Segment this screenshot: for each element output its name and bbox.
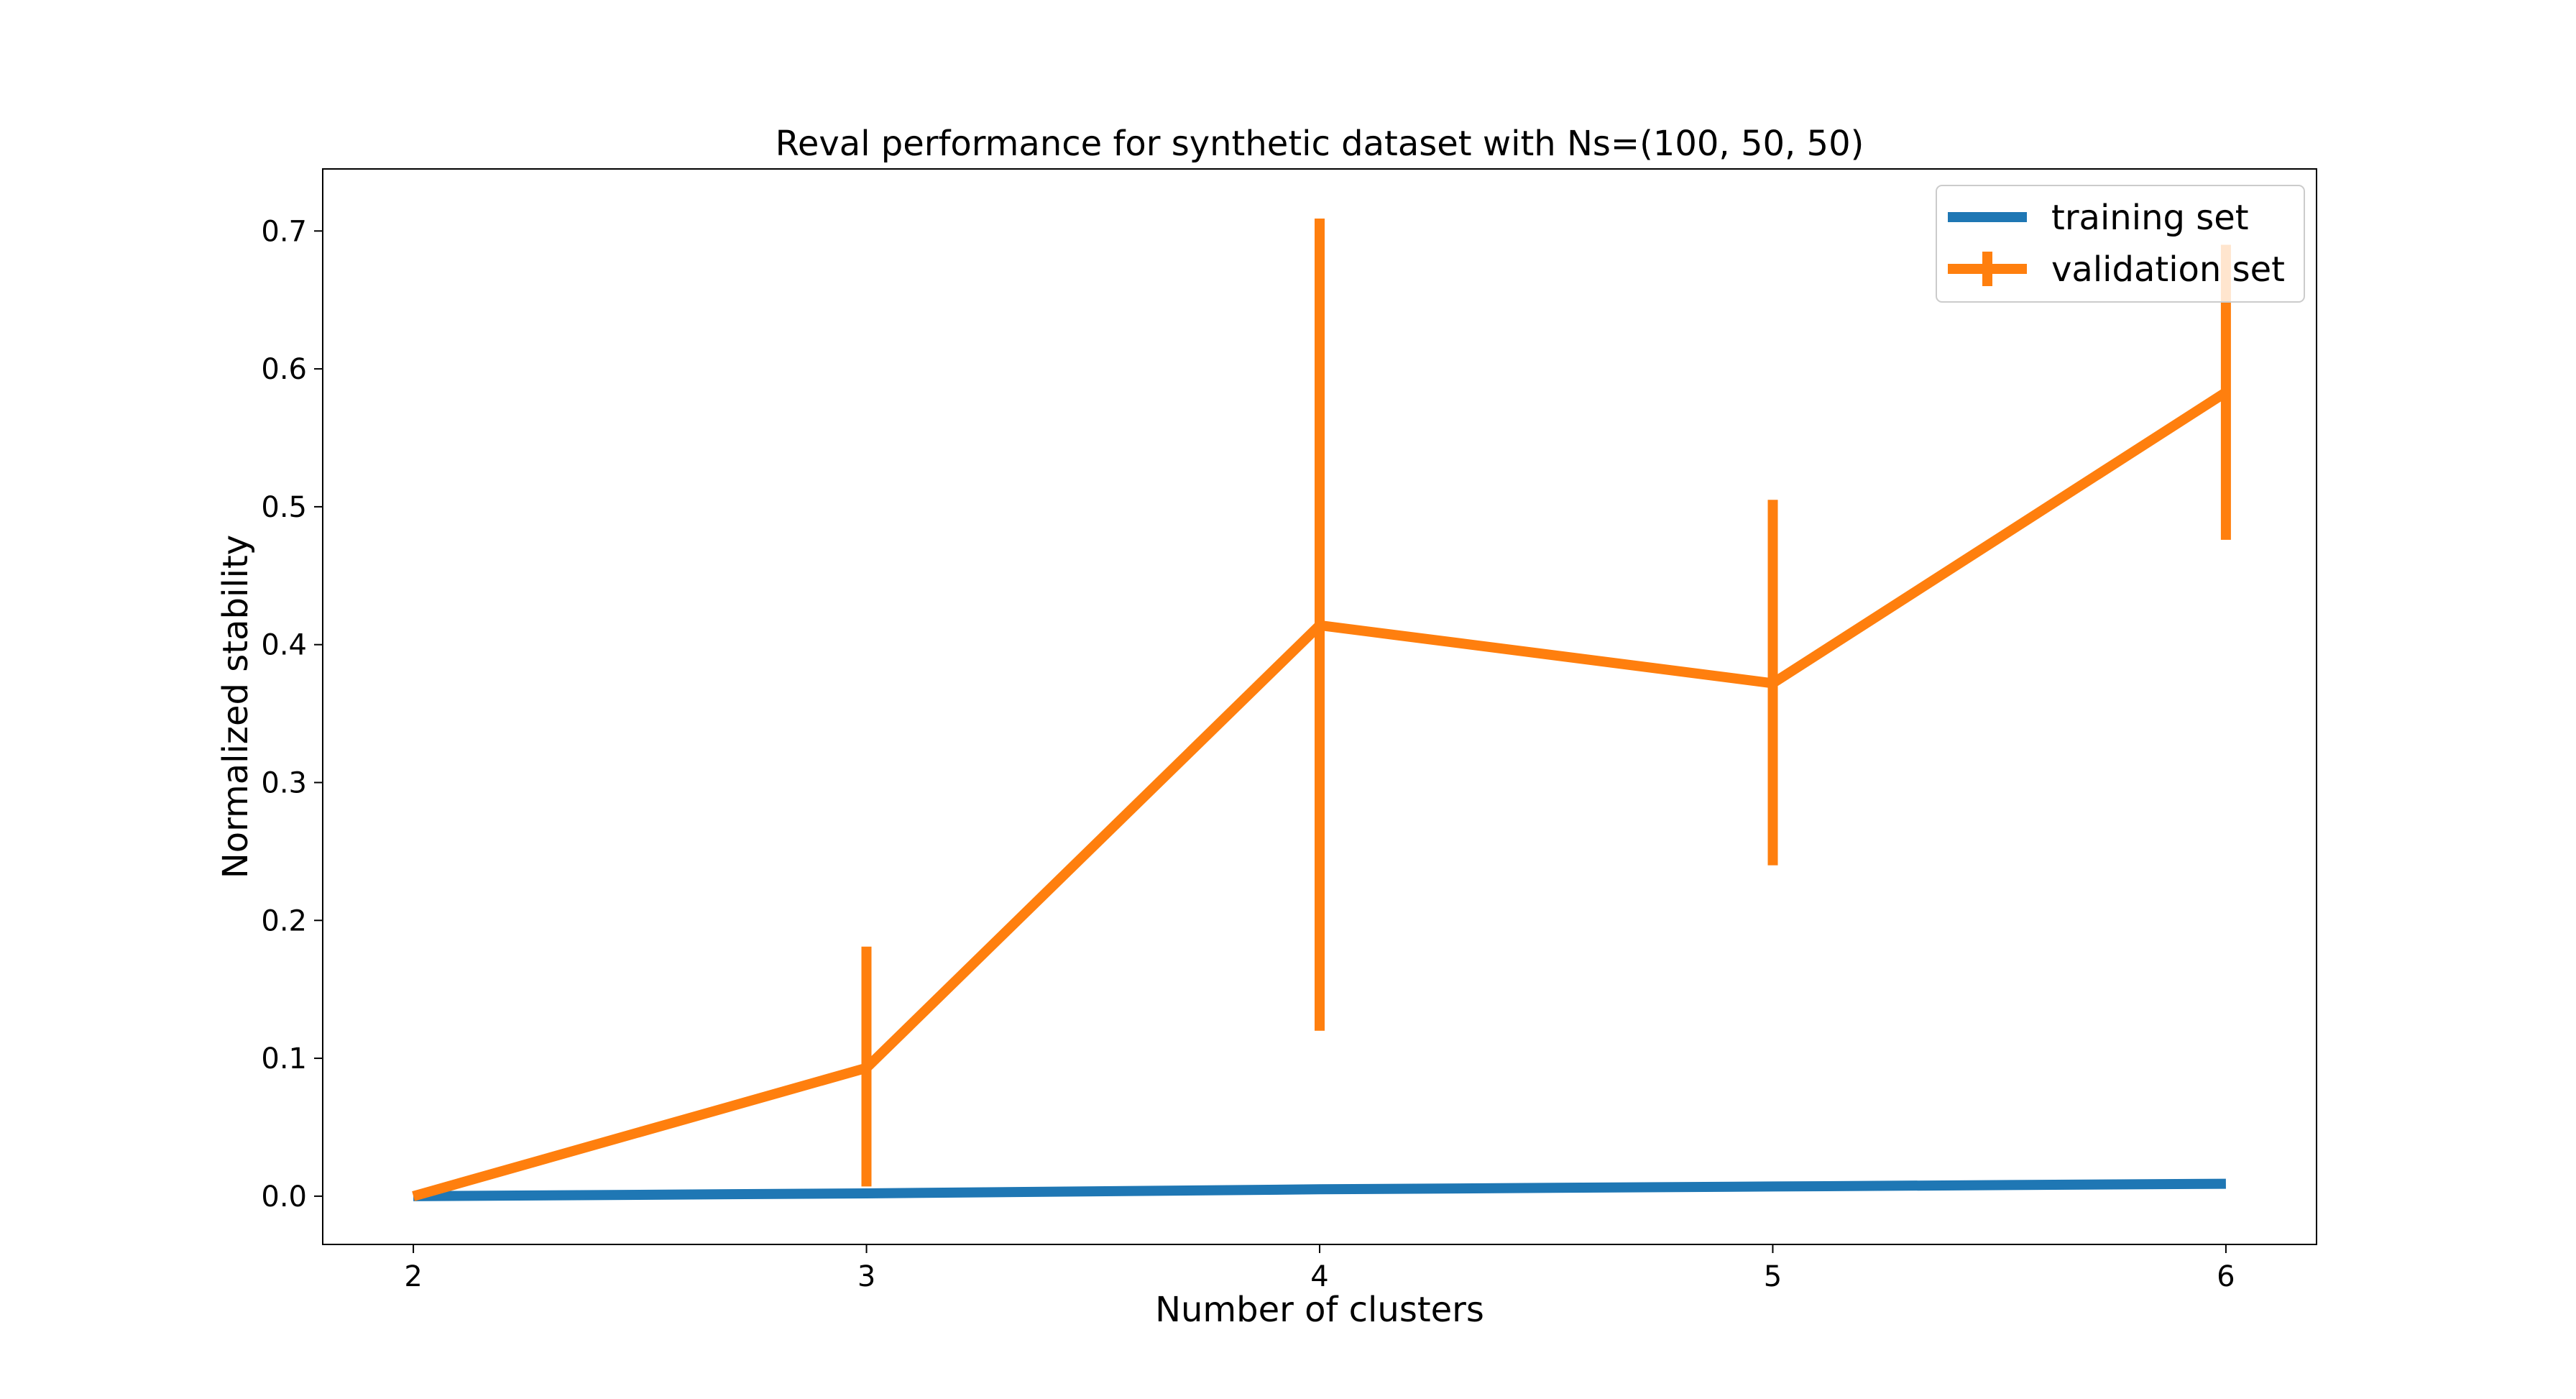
legend-label-training-set: training set xyxy=(2051,198,2249,238)
x-axis-label: Number of clusters xyxy=(1155,1290,1484,1330)
axes-layer: 2 3 4 5 6 0.0 0.1 0.2 0.3 0.4 0.5 0.6 0.7 xyxy=(261,168,2317,1293)
legend-frame xyxy=(1936,185,2305,303)
x-tick-label: 6 xyxy=(2217,1260,2235,1293)
y-tick-label: 0.2 xyxy=(261,904,307,937)
y-tick-label: 0.6 xyxy=(261,353,307,386)
y-tick-label: 0.7 xyxy=(261,215,307,248)
y-axis-label: Normalized stability xyxy=(216,535,256,879)
x-tick-label: 2 xyxy=(404,1260,422,1293)
y-tick-label: 0.5 xyxy=(261,491,307,524)
chart-title: Reval performance for synthetic dataset … xyxy=(776,124,1864,164)
series-layer xyxy=(412,219,2231,1201)
x-tick-label: 5 xyxy=(1764,1260,1782,1293)
x-tick-label: 3 xyxy=(857,1260,875,1293)
x-tick-label: 4 xyxy=(1310,1260,1328,1293)
y-tick-label: 0.0 xyxy=(261,1180,307,1214)
legend-label-validation-set: validation set xyxy=(2051,249,2285,290)
y-tick-label: 0.4 xyxy=(261,629,307,662)
y-tick-label: 0.1 xyxy=(261,1042,307,1075)
legend: training set validation set xyxy=(1936,185,2305,303)
y-tick-label: 0.3 xyxy=(261,766,307,799)
